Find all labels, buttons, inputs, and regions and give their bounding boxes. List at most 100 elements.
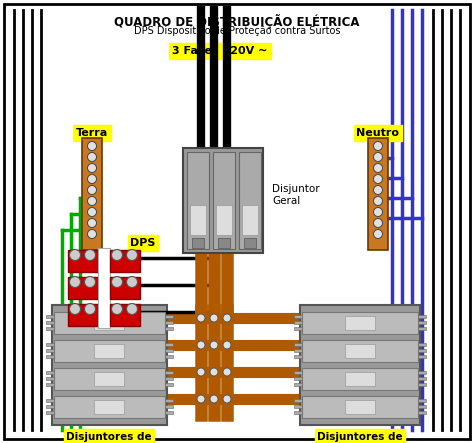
- Bar: [418, 383, 426, 386]
- Bar: [187, 152, 209, 249]
- Bar: [46, 371, 54, 374]
- Bar: [46, 405, 54, 408]
- Circle shape: [88, 207, 97, 217]
- Circle shape: [88, 229, 97, 238]
- Bar: [242, 205, 258, 235]
- Bar: [165, 343, 173, 346]
- Bar: [294, 411, 302, 414]
- Bar: [345, 316, 375, 330]
- Bar: [183, 148, 263, 253]
- Circle shape: [84, 276, 95, 288]
- Bar: [418, 371, 426, 374]
- Bar: [46, 321, 54, 324]
- Bar: [165, 383, 173, 386]
- Bar: [54, 340, 165, 362]
- Bar: [294, 355, 302, 358]
- Text: Disjuntores de
Circuitos: Disjuntores de Circuitos: [66, 432, 152, 443]
- Bar: [165, 371, 173, 374]
- Circle shape: [88, 197, 97, 206]
- Bar: [418, 321, 426, 324]
- Circle shape: [223, 341, 231, 349]
- Circle shape: [111, 303, 122, 315]
- Circle shape: [197, 314, 205, 322]
- Circle shape: [111, 276, 122, 288]
- Circle shape: [374, 229, 383, 238]
- Bar: [213, 152, 235, 249]
- Text: 3 Fases 220V ~: 3 Fases 220V ~: [173, 46, 268, 56]
- Bar: [345, 372, 375, 386]
- Bar: [190, 205, 206, 235]
- Circle shape: [374, 197, 383, 206]
- Bar: [46, 327, 54, 330]
- Bar: [68, 250, 98, 272]
- Circle shape: [223, 368, 231, 376]
- Bar: [94, 400, 124, 414]
- Bar: [294, 371, 302, 374]
- Bar: [52, 305, 167, 425]
- Circle shape: [374, 163, 383, 172]
- Bar: [294, 399, 302, 402]
- Bar: [165, 377, 173, 380]
- Bar: [165, 349, 173, 352]
- Bar: [94, 372, 124, 386]
- Circle shape: [210, 314, 218, 322]
- Bar: [216, 205, 232, 235]
- Circle shape: [88, 218, 97, 228]
- Circle shape: [88, 152, 97, 162]
- Circle shape: [84, 303, 95, 315]
- Circle shape: [88, 141, 97, 151]
- Bar: [165, 321, 173, 324]
- Circle shape: [88, 163, 97, 172]
- Bar: [294, 349, 302, 352]
- Bar: [302, 368, 418, 390]
- Circle shape: [374, 218, 383, 228]
- Bar: [82, 138, 102, 250]
- Bar: [94, 344, 124, 358]
- Bar: [418, 349, 426, 352]
- Bar: [110, 250, 140, 272]
- Bar: [418, 343, 426, 346]
- Circle shape: [127, 276, 137, 288]
- Bar: [165, 411, 173, 414]
- Circle shape: [88, 186, 97, 194]
- Circle shape: [210, 368, 218, 376]
- Bar: [294, 343, 302, 346]
- Bar: [300, 305, 420, 425]
- Bar: [192, 238, 204, 248]
- Bar: [110, 277, 140, 299]
- Bar: [165, 405, 173, 408]
- Bar: [418, 315, 426, 318]
- Bar: [54, 368, 165, 390]
- Bar: [294, 377, 302, 380]
- Bar: [294, 405, 302, 408]
- Bar: [46, 383, 54, 386]
- Bar: [418, 411, 426, 414]
- Bar: [165, 315, 173, 318]
- Circle shape: [127, 303, 137, 315]
- Circle shape: [70, 249, 81, 260]
- Circle shape: [84, 249, 95, 260]
- Bar: [46, 349, 54, 352]
- Bar: [46, 315, 54, 318]
- Circle shape: [223, 314, 231, 322]
- Bar: [46, 411, 54, 414]
- Circle shape: [197, 341, 205, 349]
- Bar: [98, 248, 110, 328]
- Bar: [418, 399, 426, 402]
- Circle shape: [197, 368, 205, 376]
- Bar: [302, 312, 418, 334]
- Circle shape: [374, 186, 383, 194]
- Bar: [165, 355, 173, 358]
- Text: Neutro: Neutro: [356, 128, 400, 138]
- Bar: [418, 405, 426, 408]
- Bar: [218, 238, 230, 248]
- Bar: [294, 383, 302, 386]
- Circle shape: [70, 303, 81, 315]
- Circle shape: [374, 152, 383, 162]
- Bar: [244, 238, 256, 248]
- Circle shape: [374, 175, 383, 183]
- Bar: [68, 304, 98, 326]
- Bar: [418, 377, 426, 380]
- Circle shape: [374, 141, 383, 151]
- Bar: [165, 399, 173, 402]
